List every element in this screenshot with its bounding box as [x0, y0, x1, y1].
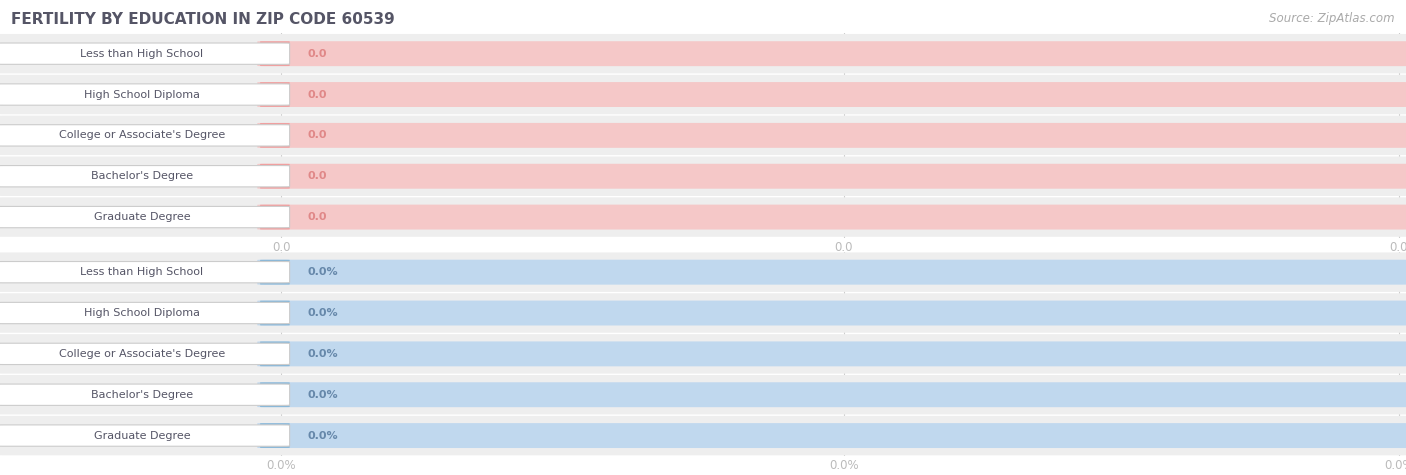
FancyBboxPatch shape [0, 115, 1406, 155]
FancyBboxPatch shape [257, 260, 1406, 285]
Text: Source: ZipAtlas.com: Source: ZipAtlas.com [1270, 12, 1395, 25]
FancyBboxPatch shape [257, 301, 1406, 325]
FancyBboxPatch shape [0, 252, 1406, 292]
FancyBboxPatch shape [0, 43, 290, 64]
Text: 0.0%: 0.0% [308, 430, 339, 441]
FancyBboxPatch shape [0, 125, 290, 146]
Text: Graduate Degree: Graduate Degree [94, 430, 190, 441]
FancyBboxPatch shape [260, 41, 290, 66]
FancyBboxPatch shape [260, 123, 290, 148]
FancyBboxPatch shape [0, 343, 290, 364]
Text: 0.0: 0.0 [308, 89, 328, 100]
FancyBboxPatch shape [257, 382, 1406, 407]
FancyBboxPatch shape [0, 334, 1406, 374]
FancyBboxPatch shape [0, 425, 290, 446]
FancyBboxPatch shape [0, 262, 290, 283]
Text: 0.0%: 0.0% [308, 390, 339, 400]
FancyBboxPatch shape [257, 82, 1406, 107]
FancyBboxPatch shape [0, 384, 290, 405]
FancyBboxPatch shape [260, 205, 290, 229]
Text: 0.0%: 0.0% [266, 459, 297, 472]
Text: 0.0%: 0.0% [308, 267, 339, 277]
Text: 0.0: 0.0 [1389, 241, 1406, 254]
FancyBboxPatch shape [257, 164, 1406, 189]
Text: 0.0%: 0.0% [828, 459, 859, 472]
FancyBboxPatch shape [257, 41, 1406, 66]
FancyBboxPatch shape [0, 207, 290, 228]
FancyBboxPatch shape [260, 82, 290, 107]
Text: 0.0: 0.0 [308, 212, 328, 222]
Text: 0.0: 0.0 [308, 48, 328, 59]
Text: 0.0: 0.0 [271, 241, 291, 254]
Text: 0.0%: 0.0% [1384, 459, 1406, 472]
FancyBboxPatch shape [0, 303, 290, 323]
FancyBboxPatch shape [0, 416, 1406, 456]
Text: FERTILITY BY EDUCATION IN ZIP CODE 60539: FERTILITY BY EDUCATION IN ZIP CODE 60539 [11, 12, 395, 27]
Text: High School Diploma: High School Diploma [84, 89, 200, 100]
Text: College or Associate's Degree: College or Associate's Degree [59, 349, 225, 359]
FancyBboxPatch shape [257, 423, 1406, 448]
FancyBboxPatch shape [260, 164, 290, 189]
Text: Graduate Degree: Graduate Degree [94, 212, 190, 222]
FancyBboxPatch shape [0, 75, 1406, 114]
Text: 0.0: 0.0 [308, 130, 328, 141]
FancyBboxPatch shape [0, 375, 1406, 415]
FancyBboxPatch shape [260, 342, 290, 366]
FancyBboxPatch shape [257, 342, 1406, 366]
FancyBboxPatch shape [0, 34, 1406, 74]
Text: 0.0%: 0.0% [308, 308, 339, 318]
FancyBboxPatch shape [257, 123, 1406, 148]
FancyBboxPatch shape [0, 197, 1406, 237]
FancyBboxPatch shape [0, 156, 1406, 196]
FancyBboxPatch shape [0, 84, 290, 105]
Text: 0.0: 0.0 [308, 171, 328, 181]
FancyBboxPatch shape [0, 293, 1406, 333]
Text: Bachelor's Degree: Bachelor's Degree [91, 171, 193, 181]
Text: 0.0%: 0.0% [308, 349, 339, 359]
Text: High School Diploma: High School Diploma [84, 308, 200, 318]
FancyBboxPatch shape [260, 382, 290, 407]
FancyBboxPatch shape [257, 205, 1406, 229]
Text: Less than High School: Less than High School [80, 267, 204, 277]
FancyBboxPatch shape [0, 166, 290, 187]
FancyBboxPatch shape [260, 301, 290, 325]
Text: Bachelor's Degree: Bachelor's Degree [91, 390, 193, 400]
FancyBboxPatch shape [260, 260, 290, 285]
Text: Less than High School: Less than High School [80, 48, 204, 59]
Text: 0.0: 0.0 [834, 241, 853, 254]
Text: College or Associate's Degree: College or Associate's Degree [59, 130, 225, 141]
FancyBboxPatch shape [260, 423, 290, 448]
